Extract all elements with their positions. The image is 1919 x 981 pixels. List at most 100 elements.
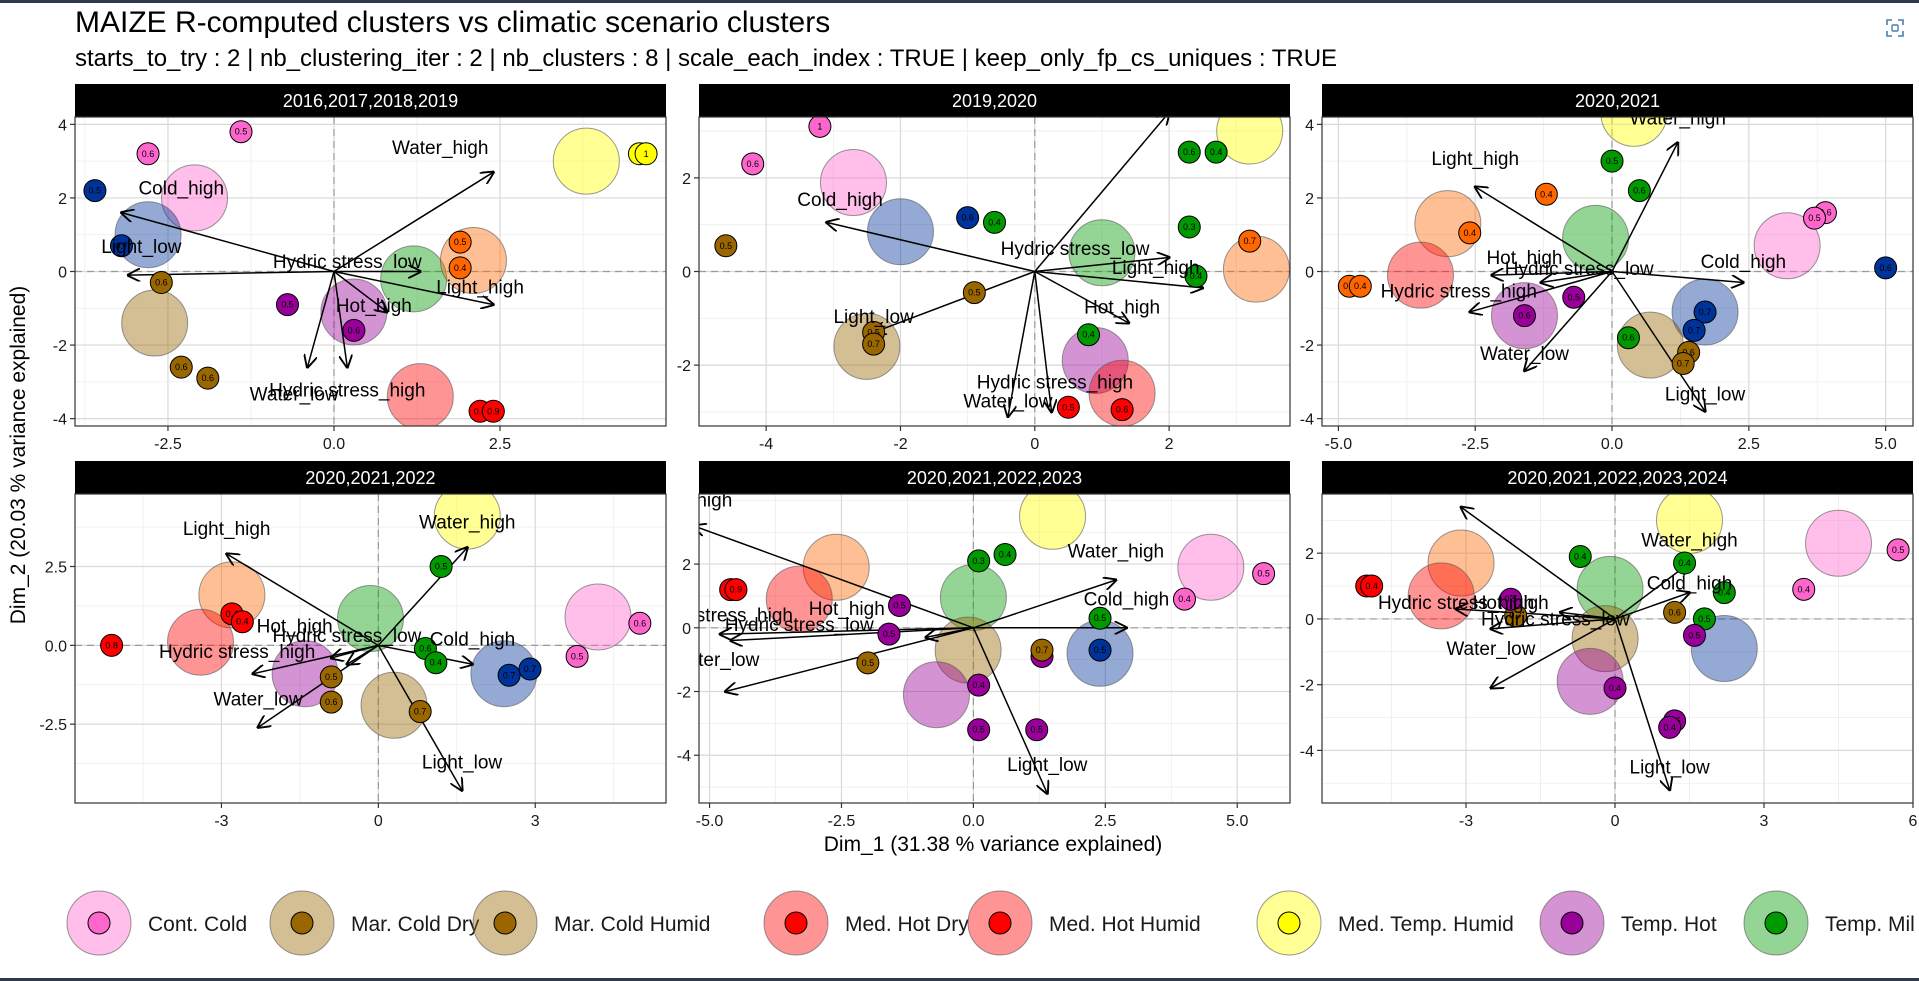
arrow-label: Hydric stress_low <box>725 615 874 636</box>
plot-area <box>699 494 1290 803</box>
site-point-label: 0.4 <box>1609 683 1622 693</box>
legend-label: Temp. Hot <box>1621 913 1717 936</box>
panel-strip-label: 2020,2021 <box>1575 91 1660 111</box>
legend-label: Med. Hot Humid <box>1049 913 1201 936</box>
cluster-centroid-circle <box>1427 529 1495 597</box>
x-tick-label: 2 <box>1165 436 1174 453</box>
panel-strip-label: 2019,2020 <box>952 91 1037 111</box>
x-tick-label: 5.0 <box>1226 813 1248 830</box>
fit-screen-button[interactable] <box>1881 14 1909 42</box>
arrow-label: Cold_high <box>1084 589 1170 610</box>
y-tick-label: -4 <box>53 412 67 429</box>
site-point <box>967 549 991 573</box>
arrow-label: Water_high <box>419 513 515 534</box>
cluster-centroid-circle <box>1387 241 1454 309</box>
loading-arrow <box>1614 618 1670 790</box>
site-point <box>196 366 220 390</box>
site-point-label: 0.5 <box>281 300 294 310</box>
site-point <box>714 234 738 258</box>
legend-key-small <box>493 911 517 935</box>
site-point <box>808 117 832 138</box>
site-point <box>1693 300 1717 324</box>
cluster-centroid-circle <box>1571 605 1639 673</box>
loading-arrow <box>1456 609 1616 620</box>
site-point-label: 0.5 <box>571 651 584 661</box>
site-point-label: 1 <box>817 121 822 131</box>
arrow-label: Hot_high <box>809 599 885 620</box>
y-tick-label: 2.5 <box>45 560 67 577</box>
site-point-label: 0.5 <box>435 562 448 572</box>
chart-title: MAIZE R-computed clusters vs climatic sc… <box>75 6 831 39</box>
arrow-label: Hot_high <box>1486 248 1562 269</box>
loading-arrow <box>333 270 493 305</box>
panel: 2020,2021,2022,2023,2024 0.6 0.4 0.4 0.4 0.4 0… <box>1300 461 1918 830</box>
loading-arrow <box>1034 270 1203 288</box>
arrow-label: Hydric stress_high <box>637 605 793 626</box>
site-point <box>1030 638 1054 662</box>
cluster-centroid-circle <box>1753 212 1821 280</box>
site-point <box>1682 623 1706 647</box>
site-point <box>1562 285 1586 309</box>
site-point-label: 0.3 <box>1183 222 1196 232</box>
y-tick-label: -2 <box>677 685 691 702</box>
site-point <box>319 690 343 714</box>
x-tick-label: -5.0 <box>696 813 724 830</box>
top-window-strip <box>0 0 1919 3</box>
x-tick-label: 5.0 <box>1875 436 1897 453</box>
site-point-label: 0.5 <box>1606 156 1619 166</box>
arrow-label: Cold_high <box>138 178 224 199</box>
arrow-label: Light_low <box>101 237 182 258</box>
site-point-label: 0.5 <box>1030 725 1043 735</box>
arrow-label: Light_high <box>1112 258 1200 279</box>
site-point <box>1110 398 1134 422</box>
site-point <box>1568 544 1592 568</box>
panel: 2020,2021,2022,2023 0.6 0.9 0.3 0.4 0.5 0.5 0.4… <box>637 461 1291 830</box>
site-point-label: 0.5 <box>454 237 467 247</box>
loading-arrow <box>699 526 974 629</box>
site-point <box>1512 304 1536 328</box>
plot-content: 0.50.60.60.40.40.40.40.60.50.60.70.70.60… <box>1322 108 1913 426</box>
arrow-label: Water_low <box>1480 344 1569 365</box>
site-point-label: 0.6 <box>175 362 188 372</box>
arrow-label: Hot_high <box>1473 593 1549 614</box>
site-point <box>628 611 652 635</box>
legend-key-small <box>784 911 808 935</box>
y-tick-label: -2 <box>677 358 691 375</box>
panel: 2020,2021,20220.80.40.40.50.60.40.60.50.… <box>39 461 667 830</box>
panel-strip <box>75 84 666 117</box>
arrow-label: Water_low <box>963 391 1052 412</box>
site-point-label: 0.5 <box>867 327 880 337</box>
legend-key-small <box>1560 911 1584 935</box>
panel-strip-label: 2016,2017,2018,2019 <box>283 91 458 111</box>
site-point <box>1088 606 1112 630</box>
loading-arrow <box>1611 271 1705 412</box>
panel-strip <box>699 461 1290 494</box>
y-tick-label: 0 <box>682 621 691 638</box>
cluster-centroid-circle <box>564 583 632 651</box>
site-point-label: 0.4 <box>999 550 1012 560</box>
arrow-label: Light_high <box>183 519 271 540</box>
cluster-centroid-circle <box>386 363 454 426</box>
panel-strip-label: 2020,2021,2022,2023 <box>907 468 1082 488</box>
site-point-label: 0.5 <box>235 127 248 137</box>
site-point <box>993 543 1017 567</box>
cluster-centroid-circle <box>1088 359 1156 426</box>
arrow-label: Water_high <box>1629 108 1725 129</box>
site-point-label: 0.5 <box>720 241 733 251</box>
loading-arrow <box>1491 618 1616 688</box>
y-tick-label: 4 <box>1305 117 1314 134</box>
x-tick-label: 6 <box>1909 813 1918 830</box>
plot-content: 0.60.40.40.40.40.50.50.40.70.60.50.50.40… <box>1322 494 1913 803</box>
loading-arrow <box>1034 257 1169 273</box>
legend-key-small <box>290 911 314 935</box>
site-point <box>481 399 505 423</box>
site-point <box>319 665 343 689</box>
arrow-label: Hot_high <box>257 617 333 638</box>
arrow-label: Hydric stress_low <box>273 626 422 647</box>
plot-content: 0.80.40.40.50.60.40.60.50.70.70.60.70.5W… <box>75 494 666 803</box>
x-tick-label: -2.5 <box>828 813 856 830</box>
plot-content: 1 0.6 0.5 0.5 0.5 0.7 0.6 0.4 0.6 0.4 0.3 0.4 0.4 0.7… <box>699 117 1290 426</box>
panel-strip <box>1322 84 1913 117</box>
y-tick-label: 2 <box>682 557 691 574</box>
site-point-label: 0.4 <box>1210 147 1223 157</box>
